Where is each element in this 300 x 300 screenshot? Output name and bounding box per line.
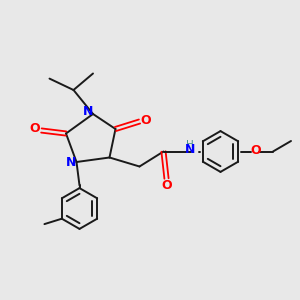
Text: N: N — [185, 143, 195, 156]
Text: H: H — [186, 140, 194, 150]
Text: O: O — [161, 178, 172, 192]
Text: N: N — [66, 156, 76, 169]
Text: O: O — [141, 113, 152, 127]
Text: N: N — [82, 105, 93, 118]
Text: O: O — [250, 144, 261, 158]
Text: O: O — [29, 122, 40, 136]
